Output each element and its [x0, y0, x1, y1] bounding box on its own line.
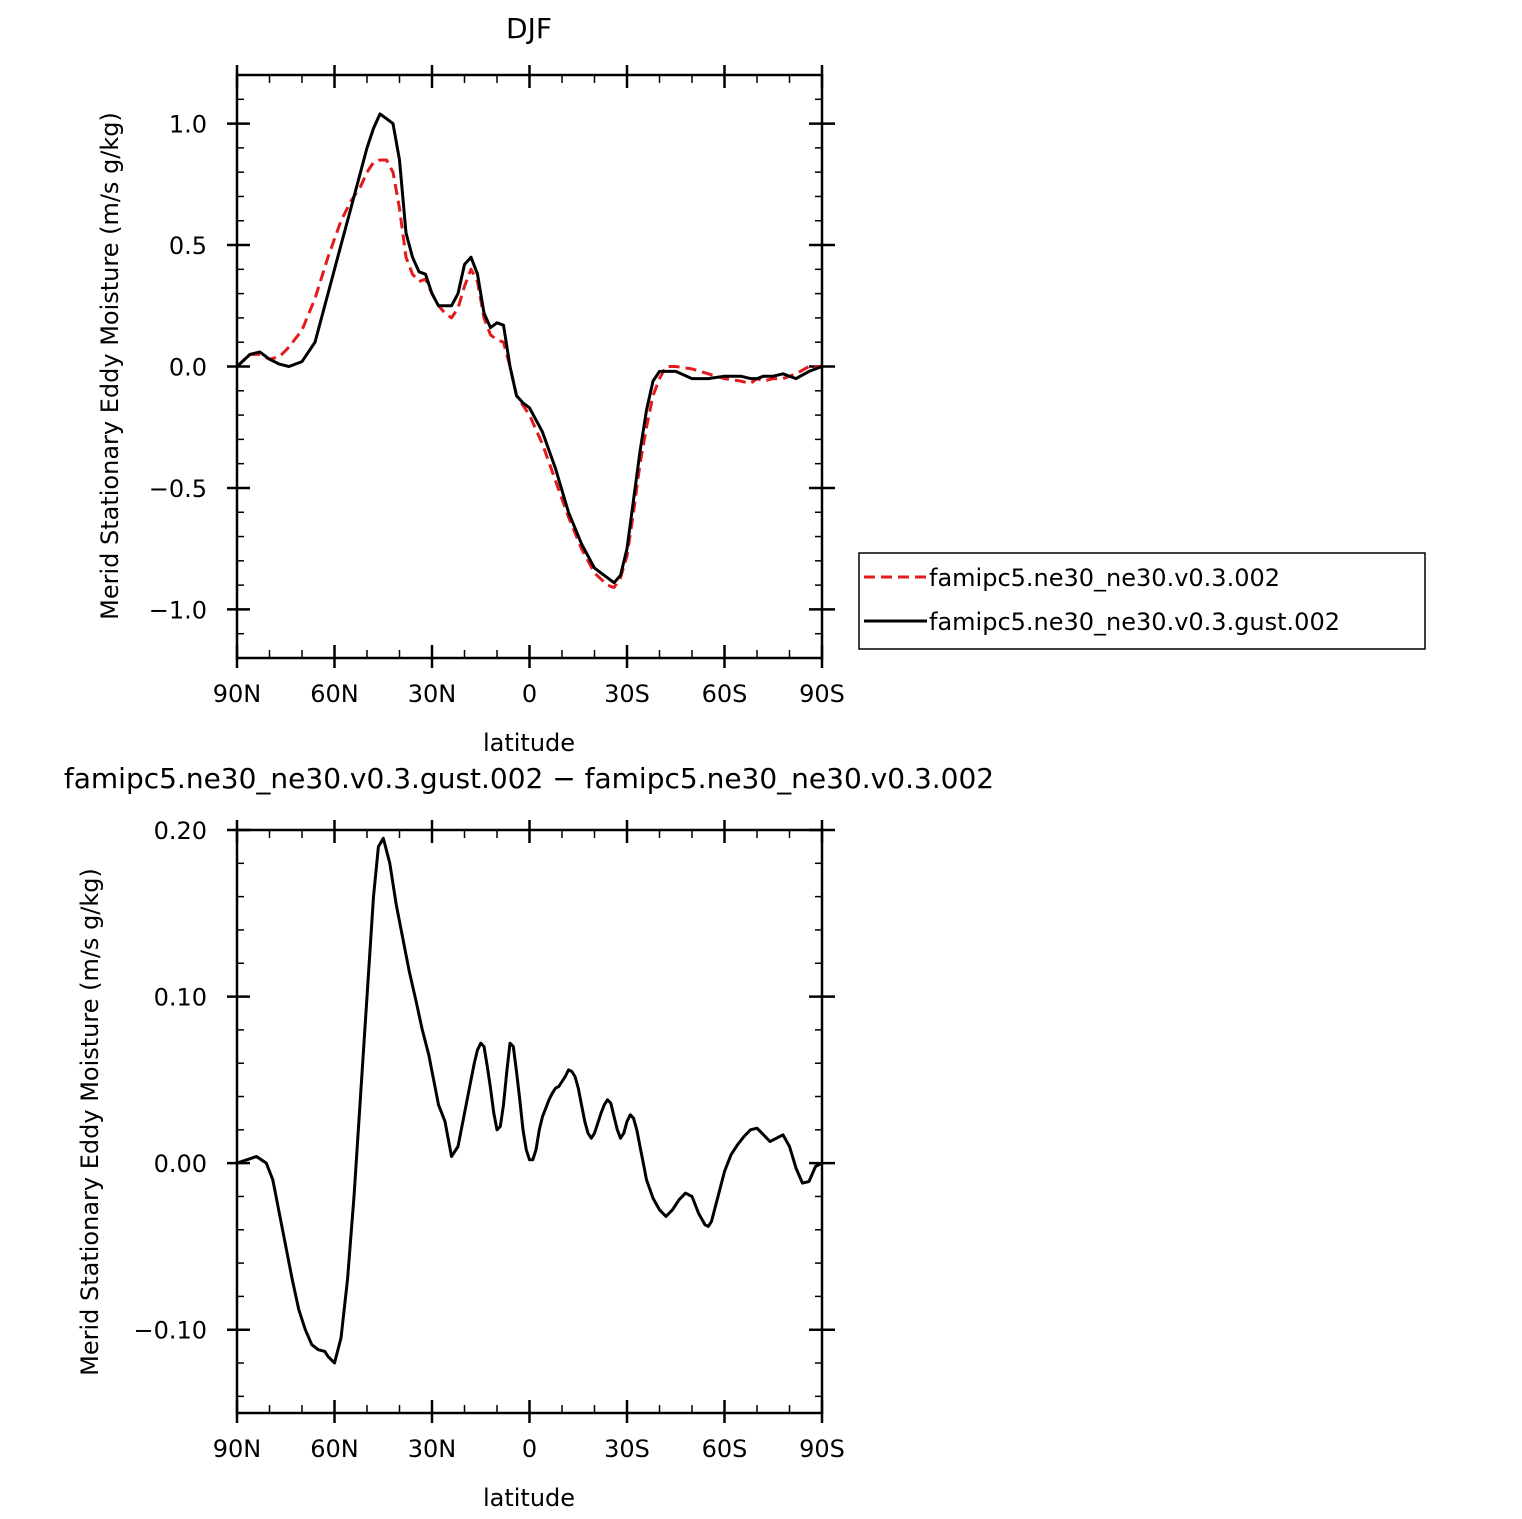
- bottom-x-tick-label: 0: [522, 1435, 537, 1463]
- bottom-x-tick-label: 60N: [310, 1435, 359, 1463]
- bottom-y-tick-label: 0.00: [154, 1150, 207, 1178]
- legend-box: [858, 552, 1426, 650]
- bottom-panel: famipc5.ne30_ne30.v0.3.gust.002 − famipc…: [64, 762, 994, 1512]
- top-x-tick-label: 0: [522, 680, 537, 708]
- top-y-tick-label: 1.0: [169, 111, 207, 139]
- bottom-x-axis-label: latitude: [483, 1484, 575, 1512]
- bottom-y-tick-label: −0.10: [133, 1317, 207, 1345]
- top-legend: famipc5.ne30_ne30.v0.3.002 famipc5.ne30_…: [858, 552, 1426, 650]
- bottom-x-tick-label: 90N: [213, 1435, 262, 1463]
- top-series-line-0: [235, 158, 822, 590]
- top-series-line-1: [235, 112, 823, 585]
- top-y-tick-label: −1.0: [149, 596, 207, 624]
- top-x-tick-label: 90N: [213, 680, 262, 708]
- bottom-x-tick-label: 90S: [799, 1435, 845, 1463]
- bottom-plot-frame: [235, 828, 824, 1415]
- bottom-x-tick-label: 60S: [702, 1435, 748, 1463]
- bottom-plot-area: 0.20 0.10 0.00 −0.10 90N 60N 30N 0 30S 60S 90S: [133, 817, 844, 1463]
- top-panel: DJF 1.0 0.5 0.0 −0.5 −1.0 90N 60N 30N 0 30S 60S 90S…: [96, 12, 1426, 757]
- legend-label-gust: famipc5.ne30_ne30.v0.3.gust.002: [929, 608, 1340, 636]
- top-y-axis-label: Merid Stationary Eddy Moisture (m/s g/kg…: [96, 112, 124, 620]
- top-chart-title: DJF: [506, 12, 552, 45]
- top-x-tick-label: 60S: [702, 680, 748, 708]
- bottom-series-line-0: [236, 836, 823, 1365]
- top-x-tick-label: 30S: [604, 680, 650, 708]
- top-y-tick-label: 0.0: [169, 354, 207, 382]
- top-plot-area: 1.0 0.5 0.0 −0.5 −1.0 90N 60N 30N 0 30S 60S 90S: [149, 65, 845, 708]
- bottom-y-axis-label: Merid Stationary Eddy Moisture (m/s g/kg…: [76, 868, 104, 1376]
- bottom-x-tick-label: 30N: [408, 1435, 457, 1463]
- bottom-y-tick-label: 0.20: [154, 817, 207, 845]
- bottom-x-tick-label: 30S: [604, 1435, 650, 1463]
- top-y-tick-label: −0.5: [149, 475, 207, 503]
- top-x-axis-label: latitude: [483, 729, 575, 757]
- bottom-chart-title: famipc5.ne30_ne30.v0.3.gust.002 − famipc…: [64, 762, 994, 795]
- top-x-tick-label: 60N: [310, 680, 359, 708]
- legend-label-control: famipc5.ne30_ne30.v0.3.002: [929, 564, 1280, 592]
- top-y-tick-label: 0.5: [169, 232, 207, 260]
- top-plot-frame: [235, 73, 824, 660]
- bottom-y-tick-label: 0.10: [154, 984, 207, 1012]
- top-x-tick-label: 30N: [408, 680, 457, 708]
- top-x-tick-label: 90S: [799, 680, 845, 708]
